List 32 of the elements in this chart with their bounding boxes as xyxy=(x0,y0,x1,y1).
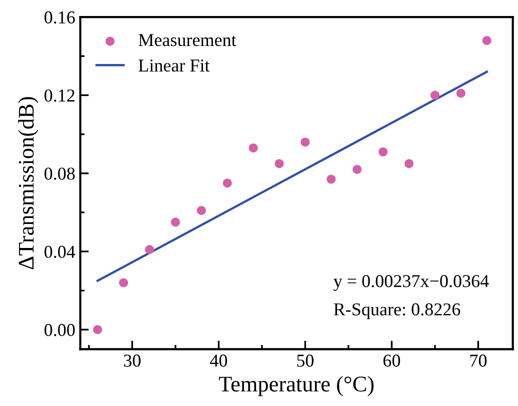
x-tick-label: 60 xyxy=(383,354,400,367)
point xyxy=(456,88,466,98)
point xyxy=(119,278,128,288)
point xyxy=(222,178,232,188)
point xyxy=(248,143,258,152)
y-tick-label: 0.16 xyxy=(44,11,75,24)
x-tick-label: 70 xyxy=(470,354,487,367)
y-axis-title: ΔTransmission(dB) xyxy=(18,97,38,270)
point xyxy=(144,245,154,254)
y-tick-label: 0.00 xyxy=(44,324,75,336)
x-tick-label: 40 xyxy=(210,354,228,367)
y-tick-label: 0.12 xyxy=(44,89,74,102)
y-tick-label: 0.04 xyxy=(44,246,76,258)
point xyxy=(404,159,414,168)
x-axis-title: Temperature (°C) xyxy=(218,376,374,396)
legend-label: Linear Fit xyxy=(138,59,210,72)
point xyxy=(274,159,284,168)
point xyxy=(326,174,336,184)
x-tick-label: 30 xyxy=(124,354,141,367)
point xyxy=(300,138,310,147)
x-tick-label: 50 xyxy=(297,354,314,367)
point xyxy=(196,206,206,215)
annotation: y = 0.00237x−0.0364 xyxy=(334,275,489,291)
legend-label: Measurement xyxy=(138,34,236,46)
point xyxy=(93,325,102,334)
point xyxy=(482,36,492,45)
point xyxy=(378,147,388,156)
y-tick-label: 0.08 xyxy=(44,168,75,180)
point xyxy=(352,164,362,174)
point xyxy=(170,218,180,227)
annotation: R-Square: 0.8226 xyxy=(334,303,460,320)
point xyxy=(430,90,440,100)
